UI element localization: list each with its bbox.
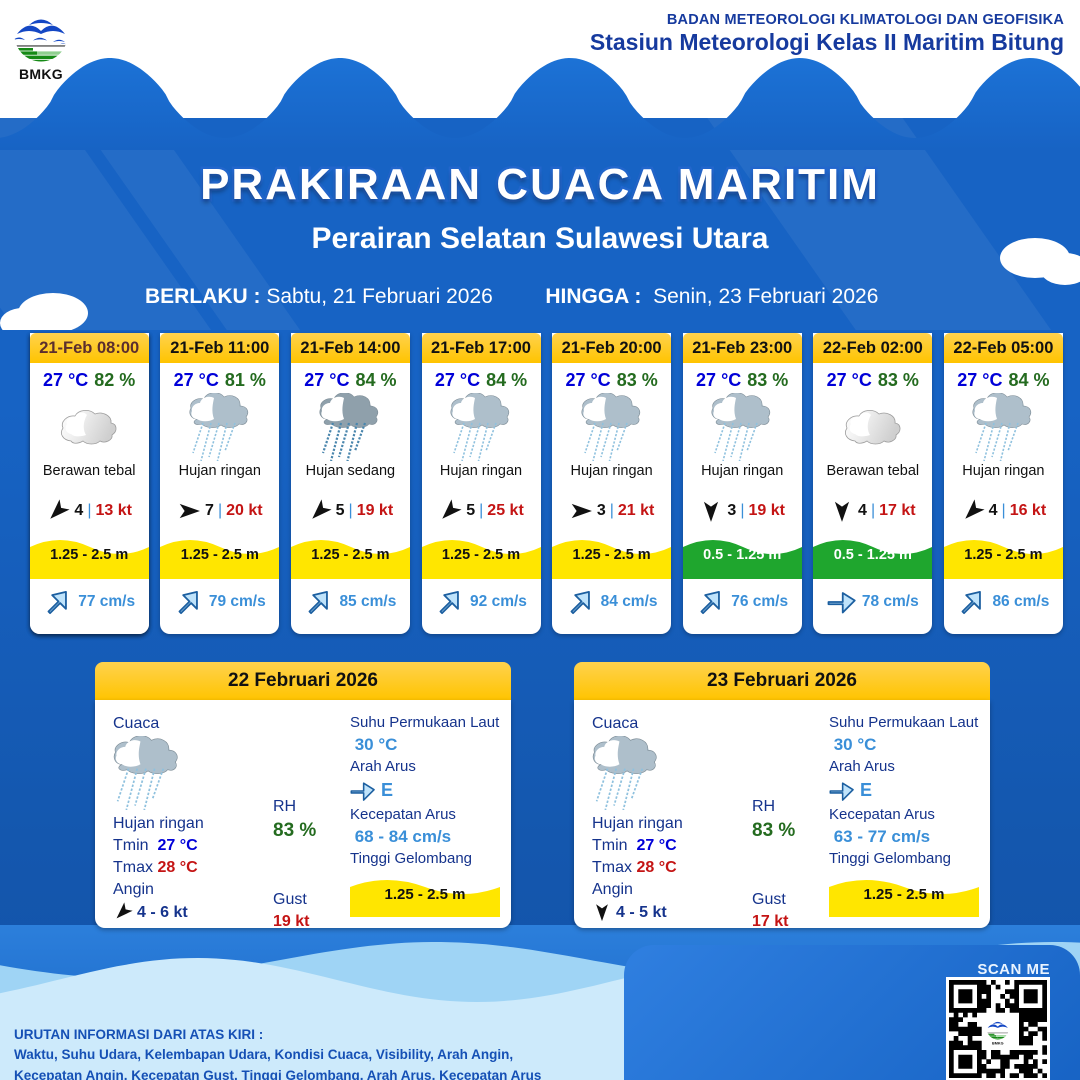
svg-text:BMKG: BMKG: [992, 1042, 1004, 1046]
